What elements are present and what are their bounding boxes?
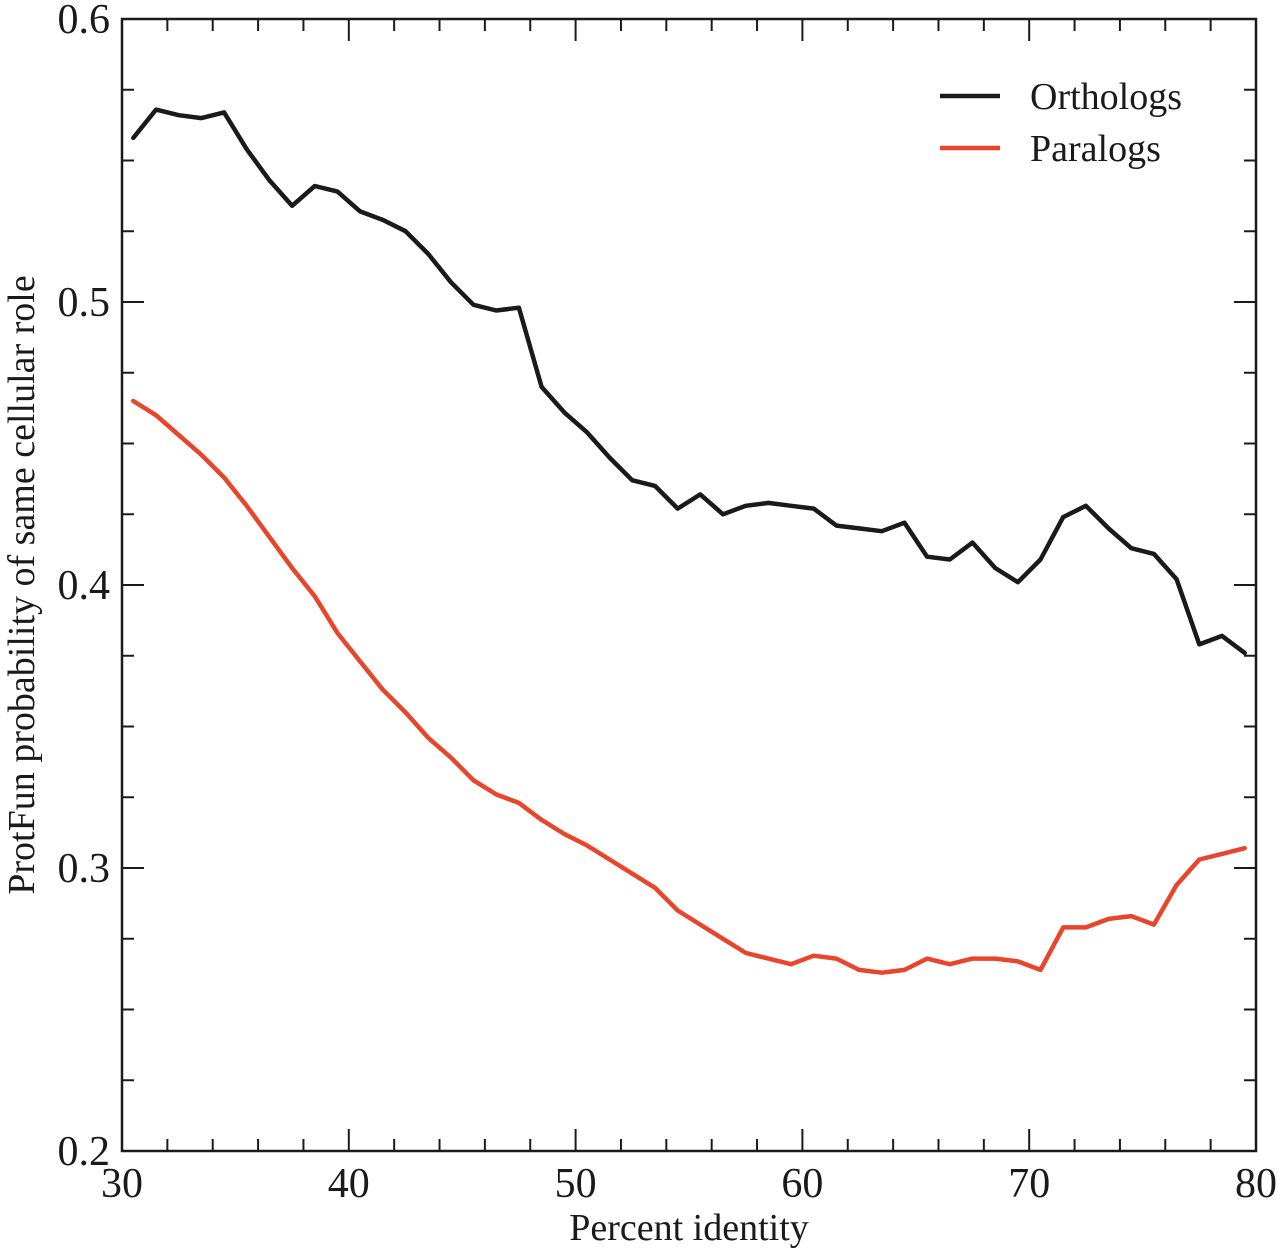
y-tick-label: 0.6	[58, 0, 111, 43]
ticks-layer: 30 40 50 60 70 80 0.2 0.3 0.4 0.5 0.6	[58, 0, 1278, 1207]
x-tick-label: 40	[328, 1161, 370, 1207]
x-tick-label: 70	[1008, 1161, 1050, 1207]
x-tick-label: 60	[781, 1161, 823, 1207]
y-tick-label: 0.3	[58, 846, 111, 892]
legend-label-paralogs: Paralogs	[1030, 128, 1161, 170]
x-axis-title: Percent identity	[569, 1207, 809, 1249]
legend: Orthologs Paralogs	[940, 76, 1182, 170]
x-tick-label: 30	[101, 1161, 143, 1207]
plot-frame	[120, 17, 1258, 1153]
x-tick-label: 80	[1235, 1161, 1277, 1207]
y-axis-title: ProtFun probability of same cellular rol…	[1, 275, 43, 894]
series-line-paralogs	[131, 398, 1247, 975]
y-tick-label: 0.4	[58, 563, 111, 609]
x-tick-label: 50	[555, 1161, 597, 1207]
y-tick-label: 0.5	[58, 280, 111, 326]
legend-label-orthologs: Orthologs	[1030, 76, 1182, 118]
y-tick-label: 0.2	[58, 1129, 111, 1175]
series-layer	[131, 107, 1247, 975]
series-line-orthologs	[131, 107, 1247, 656]
